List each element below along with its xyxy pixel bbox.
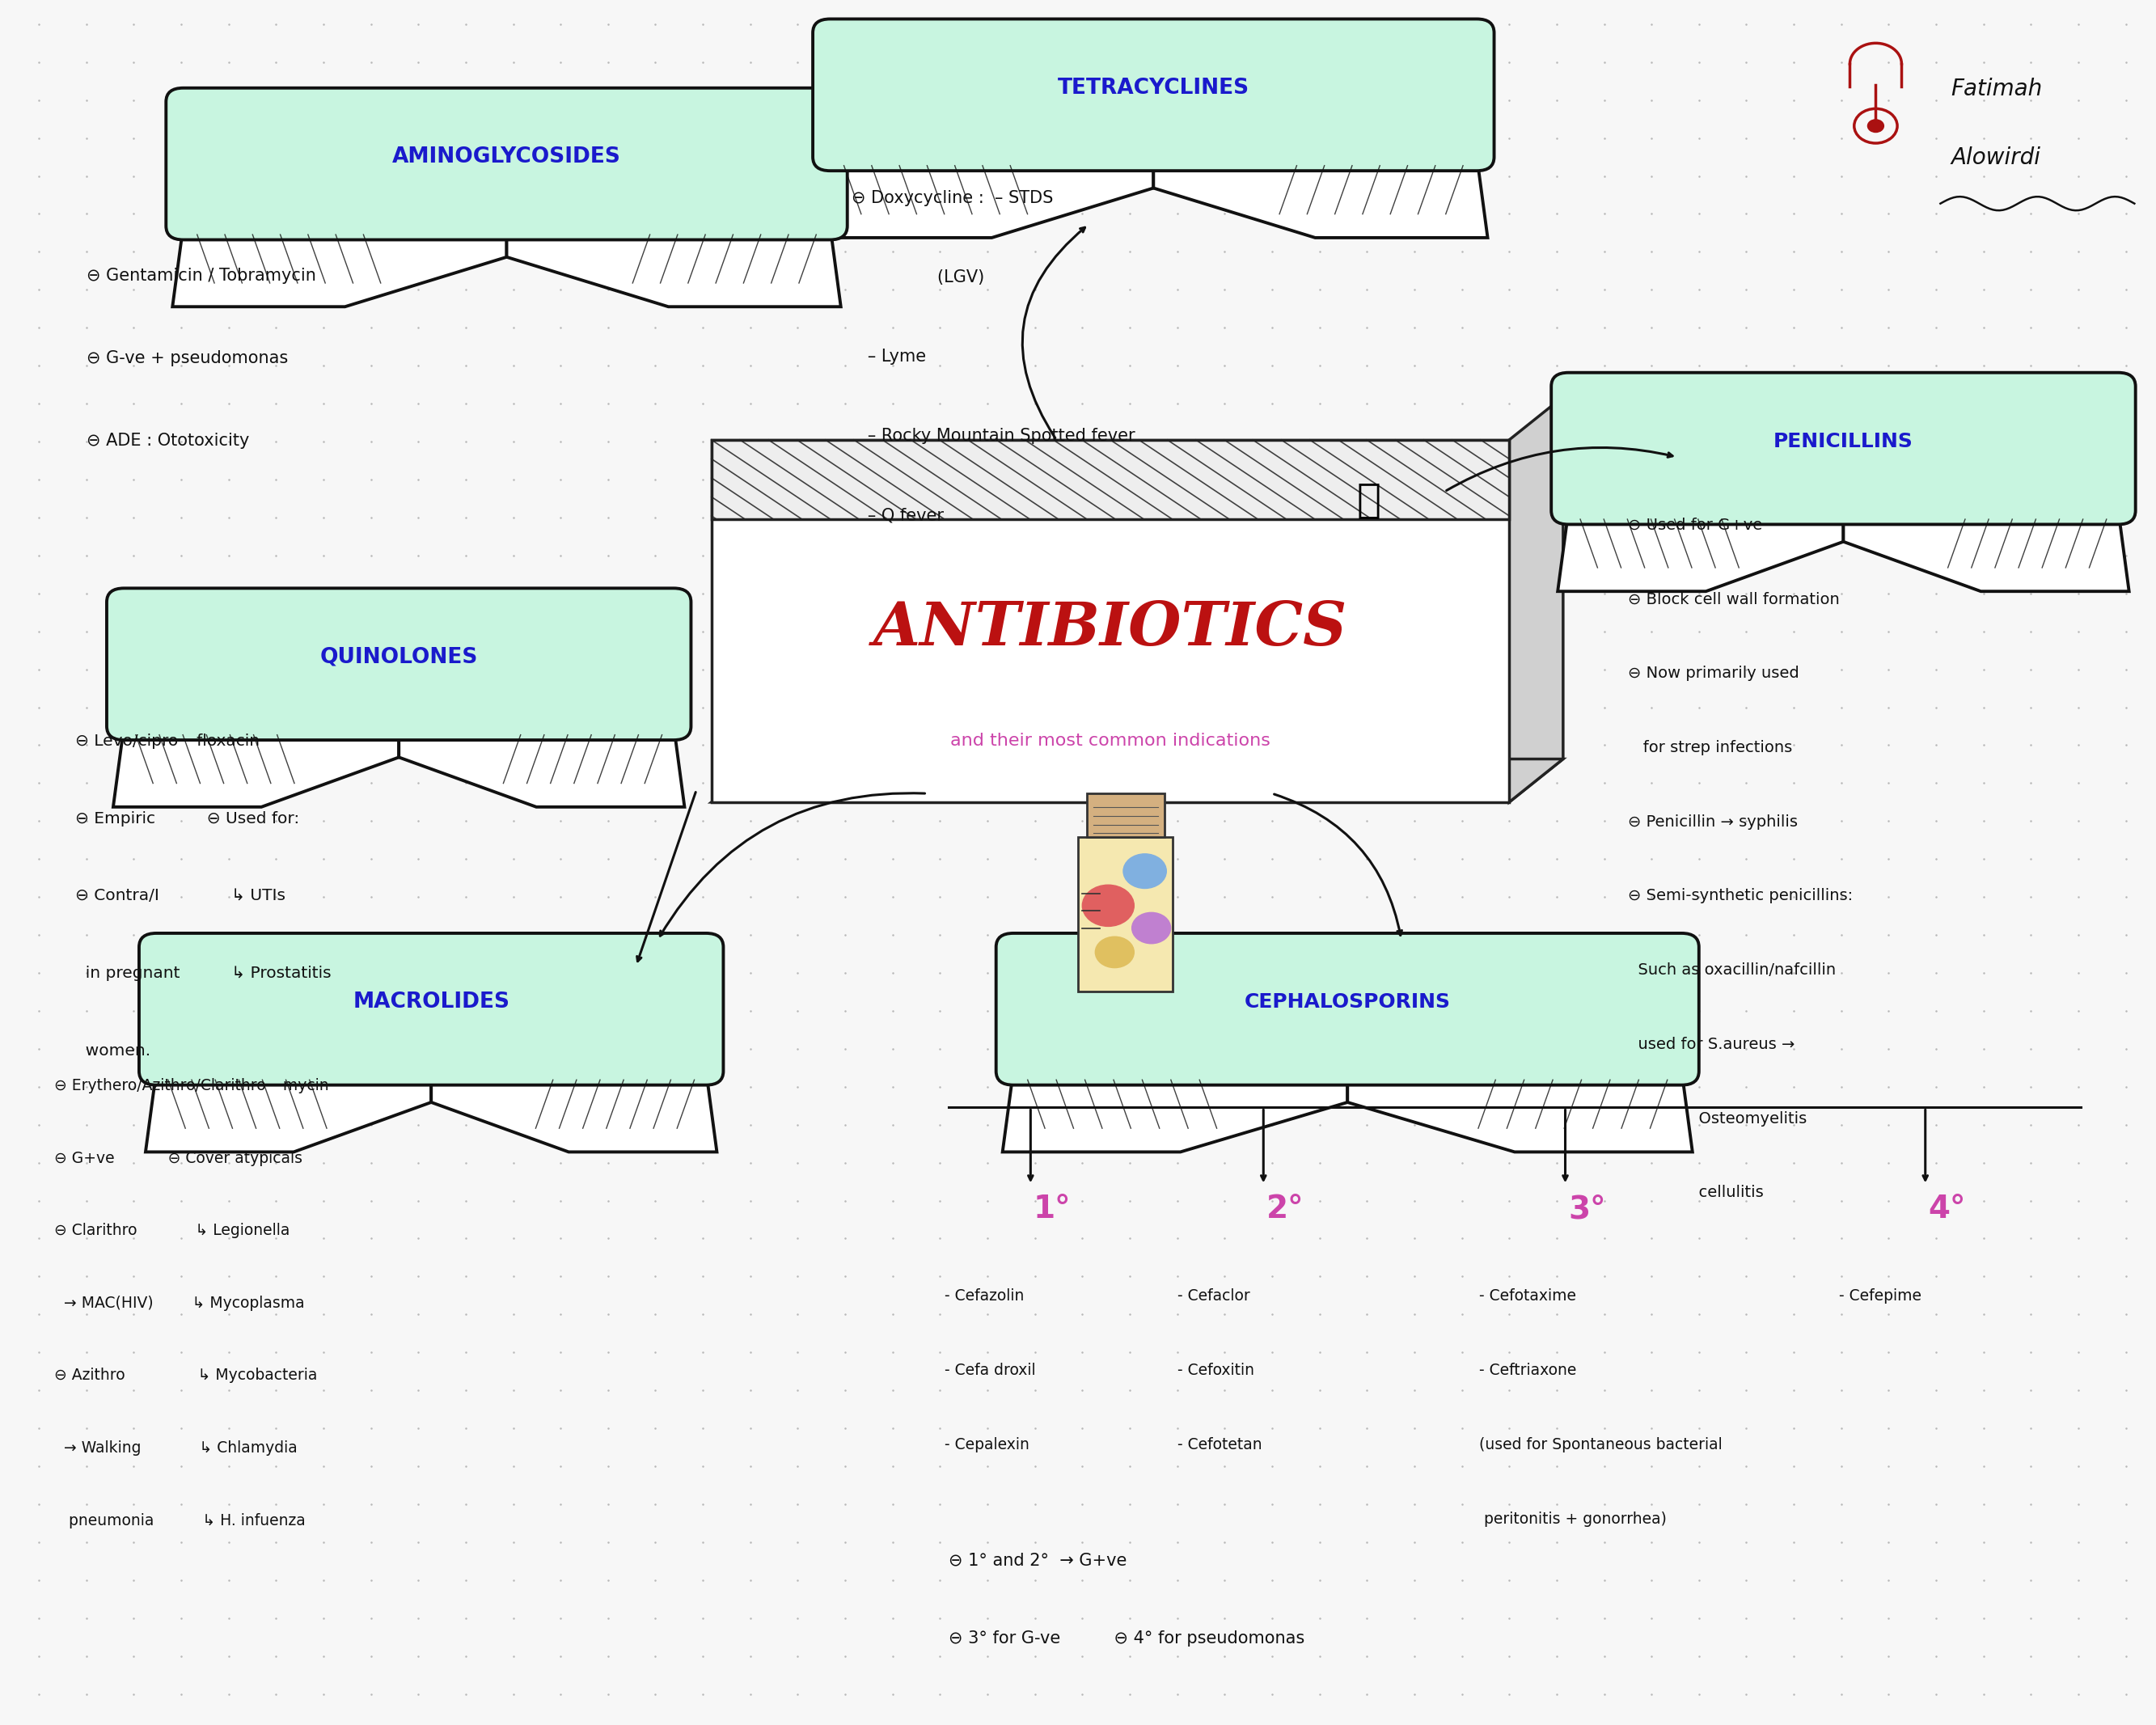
Text: ⊖ ADE : Ototoxicity: ⊖ ADE : Ototoxicity	[86, 433, 250, 449]
FancyBboxPatch shape	[138, 933, 724, 1085]
FancyBboxPatch shape	[166, 88, 847, 240]
Polygon shape	[1559, 511, 1843, 592]
Text: - Cefepime: - Cefepime	[1839, 1289, 1921, 1304]
Text: - Cefotaxime: - Cefotaxime	[1479, 1289, 1576, 1304]
Text: women.: women.	[75, 1044, 151, 1059]
Text: 1°: 1°	[1033, 1194, 1072, 1225]
Text: ⊖ G-ve + pseudomonas: ⊖ G-ve + pseudomonas	[86, 350, 287, 366]
Text: ⊖ Block cell wall formation: ⊖ Block cell wall formation	[1628, 592, 1839, 607]
Circle shape	[1132, 913, 1171, 944]
Polygon shape	[114, 726, 399, 807]
Text: ⊖ Used for G+ve: ⊖ Used for G+ve	[1628, 518, 1761, 533]
Text: Fatimah: Fatimah	[1951, 78, 2042, 100]
Text: ⊖ Gentamicin / Tobramycin: ⊖ Gentamicin / Tobramycin	[86, 267, 315, 283]
Text: - Cefazolin: - Cefazolin	[944, 1289, 1024, 1304]
Text: CEPHALOSPORINS: CEPHALOSPORINS	[1244, 992, 1451, 1013]
Text: ⊖ Penicillin → syphilis: ⊖ Penicillin → syphilis	[1628, 814, 1798, 830]
Text: ANTIBIOTICS: ANTIBIOTICS	[873, 599, 1348, 657]
Text: and their most common indications: and their most common indications	[951, 733, 1270, 749]
Text: AMINOGLYCOSIDES: AMINOGLYCOSIDES	[392, 147, 621, 167]
Polygon shape	[1348, 1071, 1692, 1152]
Text: ⊖ Erythero/Azithro/Clarithro – mycin: ⊖ Erythero/Azithro/Clarithro – mycin	[54, 1078, 328, 1094]
Bar	[1078, 837, 1173, 992]
Text: PENICILLINS: PENICILLINS	[1774, 431, 1912, 452]
Text: Osteomyelitis: Osteomyelitis	[1628, 1111, 1807, 1126]
Text: MACROLIDES: MACROLIDES	[354, 992, 509, 1013]
Circle shape	[1123, 854, 1166, 888]
Text: – Lyme: – Lyme	[852, 348, 927, 364]
Text: (LGV): (LGV)	[852, 269, 985, 285]
Text: – Q fever: – Q fever	[852, 507, 944, 523]
Text: QUINOLONES: QUINOLONES	[319, 647, 479, 668]
Text: peritonitis + gonorrhea): peritonitis + gonorrhea)	[1479, 1511, 1667, 1527]
Text: ⊖ Semi-synthetic penicillins:: ⊖ Semi-synthetic penicillins:	[1628, 888, 1852, 904]
Text: ⊖ Now primarily used: ⊖ Now primarily used	[1628, 666, 1798, 681]
Text: 4°: 4°	[1927, 1194, 1966, 1225]
Polygon shape	[1153, 157, 1488, 238]
Text: ⊖ Clarithro            ↳ Legionella: ⊖ Clarithro ↳ Legionella	[54, 1223, 289, 1239]
Text: - Cefotetan: - Cefotetan	[1177, 1437, 1261, 1452]
Text: 2°: 2°	[1266, 1194, 1304, 1225]
Polygon shape	[431, 1071, 716, 1152]
Text: cellulitis: cellulitis	[1628, 1185, 1764, 1201]
Polygon shape	[711, 759, 1563, 802]
Text: - Cefoxitin: - Cefoxitin	[1177, 1363, 1255, 1378]
Bar	[711, 440, 1509, 519]
Polygon shape	[399, 726, 686, 807]
Text: Alowirdi: Alowirdi	[1951, 147, 2042, 169]
Polygon shape	[1003, 1071, 1348, 1152]
Text: ⊖ Empiric          ⊖ Used for:: ⊖ Empiric ⊖ Used for:	[75, 811, 300, 826]
Polygon shape	[172, 226, 507, 307]
Text: ⊖ Doxycycline :  – STDS: ⊖ Doxycycline : – STDS	[852, 190, 1054, 205]
Text: – Rocky Mountain Spotted fever: – Rocky Mountain Spotted fever	[852, 428, 1136, 443]
Text: → MAC(HIV)        ↳ Mycoplasma: → MAC(HIV) ↳ Mycoplasma	[54, 1295, 304, 1311]
Text: ⊖ Contra/I              ↳ UTIs: ⊖ Contra/I ↳ UTIs	[75, 888, 287, 904]
Text: ⊖ Azithro               ↳ Mycobacteria: ⊖ Azithro ↳ Mycobacteria	[54, 1368, 317, 1383]
Text: - Cefaclor: - Cefaclor	[1177, 1289, 1250, 1304]
Text: 🐑: 🐑	[1356, 481, 1382, 519]
Text: (used for Spontaneous bacterial: (used for Spontaneous bacterial	[1479, 1437, 1723, 1452]
Text: pneumonia          ↳ H. infuenza: pneumonia ↳ H. infuenza	[54, 1513, 306, 1528]
Polygon shape	[507, 226, 841, 307]
Bar	[711, 440, 1509, 802]
Text: ⊖ 3° for G-ve          ⊖ 4° for pseudomonas: ⊖ 3° for G-ve ⊖ 4° for pseudomonas	[949, 1630, 1304, 1646]
Text: ⊖ 1° and 2°  → G+ve: ⊖ 1° and 2° → G+ve	[949, 1553, 1128, 1568]
Text: ⊖ G+ve           ⊖ Cover atypicals: ⊖ G+ve ⊖ Cover atypicals	[54, 1151, 302, 1166]
Bar	[1087, 794, 1164, 837]
Circle shape	[1095, 937, 1134, 968]
Text: ⊖ Levo/cipro – floxacin: ⊖ Levo/cipro – floxacin	[75, 733, 261, 749]
Text: 3°: 3°	[1567, 1194, 1606, 1225]
Text: used for S.aureus →: used for S.aureus →	[1628, 1037, 1794, 1052]
Text: for strep infections: for strep infections	[1628, 740, 1792, 756]
Text: Such as oxacillin/nafcillin: Such as oxacillin/nafcillin	[1628, 963, 1835, 978]
FancyBboxPatch shape	[813, 19, 1494, 171]
Text: → Walking            ↳ Chlamydia: → Walking ↳ Chlamydia	[54, 1440, 298, 1456]
FancyBboxPatch shape	[996, 933, 1699, 1085]
Polygon shape	[147, 1071, 431, 1152]
Polygon shape	[819, 157, 1153, 238]
FancyBboxPatch shape	[1552, 373, 2137, 524]
Text: in pregnant          ↳ Prostatitis: in pregnant ↳ Prostatitis	[75, 966, 332, 982]
Text: - Cepalexin: - Cepalexin	[944, 1437, 1028, 1452]
Polygon shape	[1843, 511, 2128, 592]
Polygon shape	[1509, 397, 1563, 802]
FancyBboxPatch shape	[106, 588, 690, 740]
Circle shape	[1082, 885, 1134, 926]
Circle shape	[1867, 119, 1884, 133]
Text: TETRACYCLINES: TETRACYCLINES	[1059, 78, 1248, 98]
Text: - Ceftriaxone: - Ceftriaxone	[1479, 1363, 1576, 1378]
Text: - Cefa droxil: - Cefa droxil	[944, 1363, 1035, 1378]
